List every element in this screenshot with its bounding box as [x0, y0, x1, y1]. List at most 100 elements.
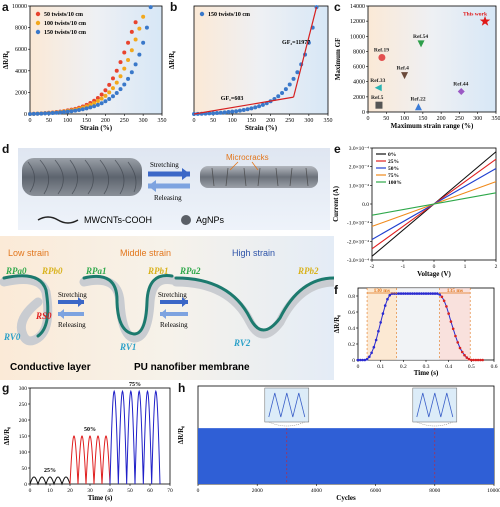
x-tick-label-b: 100 [228, 118, 237, 124]
data-point-a-s2 [84, 106, 89, 111]
data-point-a-s0 [129, 29, 134, 34]
y-tick-label-a: 8000 [15, 26, 27, 32]
response-point-f [413, 292, 416, 295]
data-point-b [245, 107, 250, 112]
data-point-a-s1 [126, 58, 131, 62]
annotation-b: GF₁=603 [221, 96, 244, 102]
data-point-b [287, 82, 292, 87]
plot-background-a [30, 6, 162, 114]
data-point-b [211, 111, 216, 116]
y-tick-label-g: 100 [19, 450, 28, 456]
data-point-a-s2 [80, 107, 85, 112]
x-axis-label-b: Strain (%) [245, 124, 278, 132]
legend-marker-b [199, 11, 205, 17]
data-point-a-s1 [107, 90, 112, 95]
data-point-a-s0 [107, 82, 112, 87]
stretching-label-2: Stretching [58, 291, 87, 299]
data-point-a-s0 [126, 40, 131, 45]
releasing-label-3: Releasing [160, 321, 188, 329]
data-point-a-s1 [114, 80, 119, 85]
schematic-bottom-background [0, 236, 334, 380]
x-tick-label-c: 350 [492, 116, 500, 122]
y-tick-label-g: 50 [22, 466, 28, 472]
y-tick-label-e: -1.0×10⁻⁴ [347, 221, 369, 227]
data-point-a-s2 [133, 62, 138, 67]
data-point-a-s0 [99, 92, 104, 97]
x-tick-label-f: 0.5 [468, 364, 475, 370]
marker-ref4 [401, 72, 409, 80]
response-point-f [433, 292, 437, 295]
data-point-a-s2 [137, 52, 142, 57]
x-tick-label-h: 2000 [252, 488, 263, 494]
x-tick-label-g: 20 [67, 488, 73, 494]
cycle-trace-2 [109, 389, 161, 485]
x-axis-label-f: Time (s) [414, 369, 439, 377]
response-point-f [481, 358, 484, 362]
y-tick-label-c: 8000 [353, 49, 365, 55]
releasing-label: Releasing [154, 194, 182, 202]
agnp-legend-dot [181, 215, 191, 225]
plot-background-b [194, 6, 328, 114]
x-tick-label-a: 150 [82, 118, 91, 124]
response-point-f [370, 351, 373, 355]
y-tick-label-a: 4000 [15, 69, 27, 75]
response-point-f [454, 334, 457, 338]
y-tick-label-a: 2000 [15, 90, 27, 96]
data-point-b [234, 109, 239, 114]
y-tick-label-a: 0 [24, 112, 27, 118]
cycle-trace-0 [29, 476, 71, 486]
data-point-a-s2 [31, 111, 36, 116]
legend-label-e: 100% [388, 180, 402, 186]
data-point-a-s2 [141, 40, 146, 45]
x-tick-label-g: 50 [127, 488, 133, 494]
cycling-band-h [198, 428, 494, 484]
data-point-a-s2 [77, 108, 82, 113]
x-tick-label-g: 60 [147, 488, 153, 494]
data-point-a-s2 [43, 111, 48, 116]
marker-thiswork [479, 15, 491, 26]
y-tick-label-c: 12000 [350, 19, 365, 25]
x-tick-label-b: 200 [266, 118, 275, 124]
data-point-b [230, 109, 235, 114]
y-tick-label-a: 6000 [15, 47, 27, 53]
data-point-a-s2 [46, 111, 51, 116]
y-tick-label-g: 300 [19, 386, 28, 392]
mwcnt-legend-line [37, 216, 79, 224]
x-tick-label-g: 10 [47, 488, 53, 494]
y-tick-label-c: 10000 [350, 34, 365, 40]
r-label-pa2: RPa2 [179, 266, 201, 276]
x-tick-label-b: 250 [285, 118, 294, 124]
data-point-b [295, 70, 300, 75]
data-point-b [207, 111, 212, 116]
inset-trace-0 [268, 392, 306, 418]
data-point-a-s2 [129, 70, 134, 75]
data-point-a-s1 [110, 86, 115, 91]
plot-frame-a [29, 5, 163, 115]
x-tick-label-g: 40 [107, 488, 113, 494]
low-strain-conductive [2, 274, 50, 338]
high-strain-conductive [174, 276, 334, 332]
x-tick-label-c: 100 [400, 116, 409, 122]
response-point-f [415, 292, 419, 295]
data-point-a-s2 [107, 96, 112, 101]
x-axis-label-g: Time (s) [88, 494, 113, 502]
response-point-f [424, 292, 428, 295]
data-point-b [276, 94, 281, 99]
response-point-f [365, 357, 369, 361]
x-tick-label-h: 8000 [429, 488, 440, 494]
data-point-a-s2 [28, 112, 32, 116]
data-point-a-s1 [95, 99, 100, 104]
marker-ref54 [417, 40, 425, 48]
data-point-b [222, 110, 227, 115]
x-axis-label-c: Maximum strain range (%) [391, 122, 474, 130]
data-point-a-s2 [103, 99, 108, 104]
data-point-a-s2 [126, 76, 131, 81]
y-tick-label-f: 0.2 [348, 342, 355, 348]
x-tick-label-a: 200 [101, 118, 110, 124]
data-point-b [280, 91, 285, 96]
data-point-a-s2 [73, 108, 78, 113]
response-point-f [417, 292, 421, 295]
response-point-f [377, 329, 380, 333]
response-point-f [383, 304, 387, 307]
legend-marker-a [35, 29, 41, 35]
